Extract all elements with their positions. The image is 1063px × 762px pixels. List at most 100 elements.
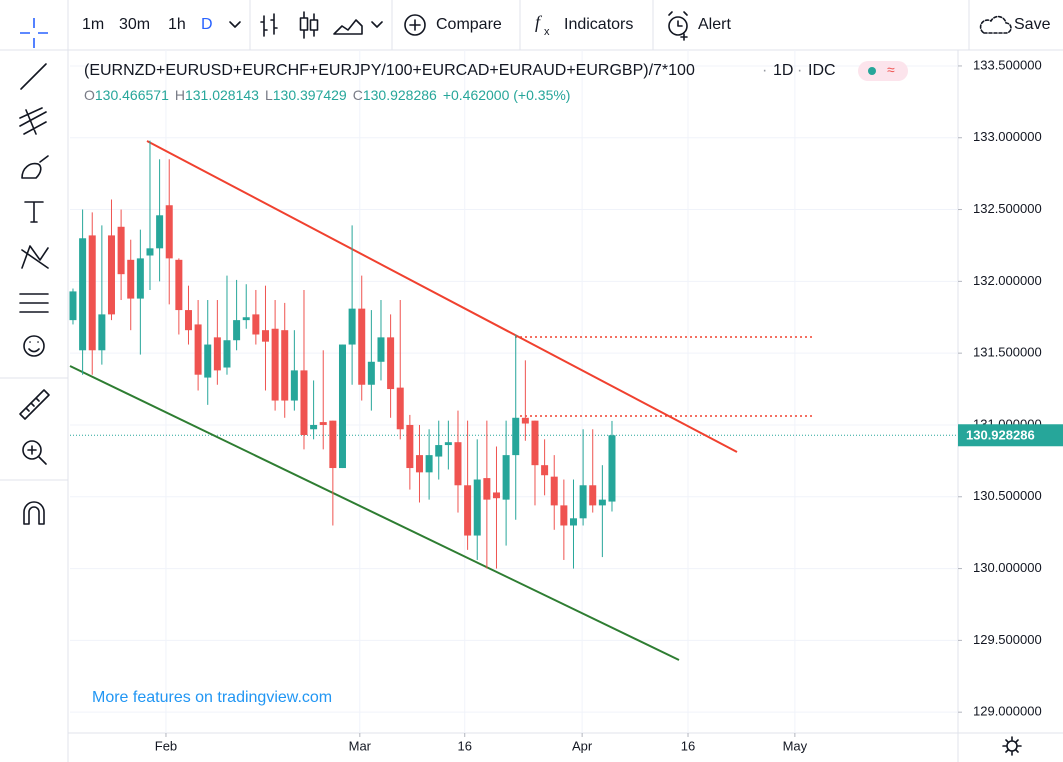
status-dot <box>868 67 876 75</box>
watermark-link[interactable]: More features on tradingview.com <box>92 689 332 706</box>
candle-body <box>377 337 385 362</box>
interval-button[interactable]: 30m <box>119 16 150 33</box>
candle-body <box>367 361 375 385</box>
ohlc-key: C <box>353 87 363 103</box>
axes: 129.000000 129.500000 130.000000 130.500000… <box>155 57 1063 753</box>
candle-body <box>252 314 260 335</box>
candle-body <box>329 420 337 469</box>
candle-style-icon[interactable] <box>299 11 319 39</box>
interval-button[interactable]: D <box>201 16 213 33</box>
compare-icon[interactable] <box>404 14 426 36</box>
candles <box>69 140 616 569</box>
area-style-icon[interactable] <box>333 19 363 35</box>
candle-body <box>483 478 491 500</box>
candle-body <box>98 314 106 351</box>
candle-body <box>608 435 616 502</box>
candle-body <box>569 518 577 526</box>
x-tick-label: Mar <box>349 738 372 753</box>
candle-body <box>300 370 308 436</box>
x-tick-label: Feb <box>155 738 177 753</box>
compare-button[interactable]: Compare <box>436 16 502 33</box>
candle-body <box>184 310 192 331</box>
candle-body <box>146 248 154 256</box>
measure-tool[interactable] <box>19 389 50 420</box>
crosshair-tool[interactable] <box>20 18 48 48</box>
ohlc-legend: O130.466571 H131.028143 L130.397429 C130.92… <box>84 87 570 103</box>
interval-label: 1D <box>773 62 793 79</box>
magnet-tool[interactable] <box>23 501 45 525</box>
settings-icon[interactable] <box>1006 740 1018 752</box>
y-tick-label: 129.500000 <box>973 632 1042 647</box>
zoom-tool[interactable] <box>22 440 42 460</box>
icons-tool[interactable] <box>23 335 45 357</box>
bar-style-icon[interactable] <box>260 13 278 37</box>
candle-body <box>88 235 96 351</box>
y-tick-label: 129.000000 <box>973 704 1042 719</box>
candle-body <box>512 417 520 456</box>
pattern-tool[interactable] <box>21 245 49 269</box>
dot: · <box>797 62 802 79</box>
candle-body <box>223 340 231 368</box>
interval-button[interactable]: 1m <box>82 16 104 33</box>
x-tick-label: Apr <box>572 738 593 753</box>
candle-body <box>69 291 77 321</box>
save-icon[interactable] <box>979 15 1012 34</box>
indicators-button[interactable]: Indicators <box>564 16 633 33</box>
candle-body <box>464 485 472 536</box>
candle-body <box>541 465 549 476</box>
ohlc-value: 130.466571 <box>95 87 169 103</box>
status-icon: ≈ <box>887 62 895 78</box>
prediction-tool[interactable] <box>19 293 49 313</box>
candle-body <box>435 445 443 457</box>
fx-icon[interactable]: f <box>535 12 543 32</box>
candle-body <box>338 344 346 469</box>
text-tool[interactable] <box>24 201 44 223</box>
x-tick-label: May <box>783 738 808 753</box>
market-status[interactable] <box>858 61 908 81</box>
dot: · <box>762 62 767 79</box>
candle-body <box>579 485 587 519</box>
candle-body <box>271 328 279 401</box>
left-toolbar <box>0 0 69 762</box>
alert-button[interactable]: Alert <box>698 16 731 33</box>
change-value: +0.462000 (+0.35%) <box>443 87 571 103</box>
candle-body <box>175 259 183 311</box>
source-label: IDC <box>808 62 836 79</box>
candle-body <box>233 320 241 341</box>
candle-body <box>521 417 529 424</box>
symbol-title[interactable]: (EURNZD+EURUSD+EURCHF+EURJPY/100+EURCAD+… <box>84 62 695 79</box>
candle-body <box>396 387 404 430</box>
candle-body <box>406 424 414 469</box>
candle-body <box>358 308 366 385</box>
save-button[interactable]: Save <box>1014 16 1051 33</box>
candle-body <box>319 422 327 425</box>
drawings <box>69 140 815 661</box>
alert-icon[interactable] <box>668 16 688 36</box>
candle-body <box>117 226 125 275</box>
candle-body <box>165 205 173 259</box>
brush-tool[interactable] <box>21 155 49 179</box>
pitchfork-tool[interactable] <box>19 107 47 135</box>
style-dropdown[interactable] <box>371 21 383 28</box>
candle-body <box>261 330 269 342</box>
candle-body <box>473 479 481 536</box>
candle-body <box>156 215 164 249</box>
ohlc-key: L <box>265 87 273 103</box>
candle-body <box>560 505 568 526</box>
last-price-box <box>958 424 1063 447</box>
candle-body <box>502 455 510 500</box>
candle-body <box>492 492 500 499</box>
candle-body <box>348 308 356 345</box>
interval-button[interactable]: 1h <box>168 16 186 33</box>
x-tick-label: 16 <box>457 738 471 753</box>
ohlc-key: O <box>84 87 95 103</box>
y-tick-label: 133.000000 <box>973 129 1042 144</box>
candle-body <box>290 370 298 401</box>
candle-body <box>204 344 212 378</box>
y-tick-label: 130.000000 <box>973 560 1042 575</box>
interval-dropdown[interactable] <box>229 21 241 28</box>
candle-body <box>387 337 395 390</box>
trend-line-tool[interactable] <box>20 63 47 90</box>
y-tick-label: 131.500000 <box>973 345 1042 360</box>
